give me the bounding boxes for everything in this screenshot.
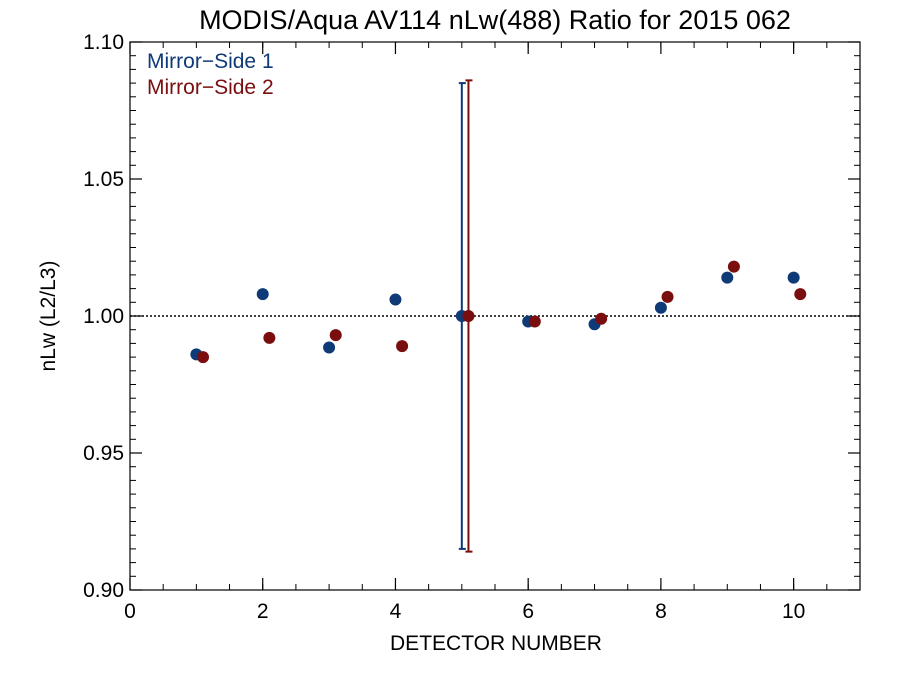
x-tick-label: 10 <box>782 600 805 623</box>
legend-entry: Mirror−Side 2 <box>147 76 274 99</box>
data-point-series-1 <box>654 301 667 314</box>
major-ticks <box>129 41 860 591</box>
legend: Mirror−Side 1 Mirror−Side 2 <box>147 50 274 99</box>
y-axis-label: nLw (L2/L3) <box>37 261 60 372</box>
x-tick-label: 2 <box>257 600 269 623</box>
data-points <box>190 260 807 364</box>
data-point-series-1 <box>256 288 269 301</box>
data-point-series-2 <box>396 340 409 353</box>
data-point-series-2 <box>329 329 342 342</box>
data-point-series-2 <box>528 315 541 328</box>
data-point-series-2 <box>595 312 608 325</box>
y-tick-label: 1.05 <box>83 168 124 191</box>
x-tick-label: 4 <box>390 600 402 623</box>
data-point-series-1 <box>721 271 734 284</box>
minor-ticks <box>129 41 861 591</box>
y-tick-label: 1.10 <box>83 31 124 54</box>
y-tick-label: 0.95 <box>83 442 124 465</box>
data-point-series-2 <box>462 310 475 322</box>
x-tick-label: 8 <box>655 600 667 623</box>
y-tick-label: 0.90 <box>83 579 124 602</box>
data-point-series-2 <box>794 288 807 301</box>
data-point-series-2 <box>197 351 209 364</box>
y-tick-label: 1.00 <box>83 305 124 328</box>
x-tick-label: 6 <box>522 600 534 623</box>
data-point-series-2 <box>727 260 740 273</box>
data-point-series-2 <box>661 290 674 303</box>
x-tick-label: 0 <box>124 600 136 623</box>
tick-labels: 0 2 4 6 8 10 0.90 0.95 1.00 1.05 1.10 <box>83 31 805 623</box>
chart-title: MODIS/Aqua AV114 nLw(488) Ratio for 2015… <box>199 5 791 35</box>
x-axis-label: DETECTOR NUMBER <box>390 632 602 655</box>
data-point-series-2 <box>263 331 276 344</box>
data-point-series-1 <box>323 341 336 354</box>
legend-entry: Mirror−Side 1 <box>147 50 274 73</box>
data-point-series-1 <box>787 271 800 284</box>
data-point-series-1 <box>389 293 402 306</box>
